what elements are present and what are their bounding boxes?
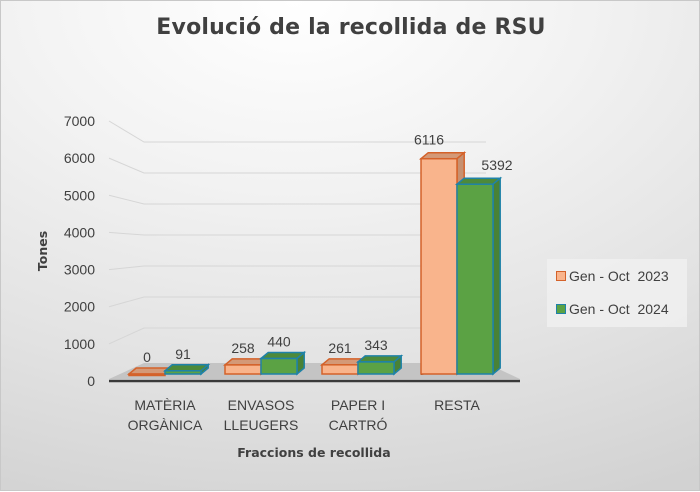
legend-swatch-2023 <box>556 271 566 281</box>
chart-floor <box>109 363 520 379</box>
y-tick-label: 0 <box>87 373 95 389</box>
gridline <box>108 265 486 271</box>
data-label: 258 <box>231 340 255 356</box>
y-tick-label: 1000 <box>64 336 95 352</box>
bar-front-face <box>456 183 494 375</box>
data-label: 6116 <box>414 132 444 148</box>
y-tick-label: 7000 <box>64 113 95 129</box>
data-label: 261 <box>328 340 352 356</box>
gridline <box>108 120 486 143</box>
data-label: 91 <box>175 346 191 362</box>
y-tick-label: 2000 <box>64 299 95 315</box>
bar-front-face <box>357 361 395 375</box>
bar-front-face <box>260 357 298 375</box>
legend: Gen - Oct 2023 Gen - Oct 2024 <box>547 259 687 327</box>
x-category-label: RESTA <box>434 397 480 413</box>
x-category-label: PAPER I <box>331 397 385 413</box>
chart-title: Evolució de la recollida de RSU <box>156 15 546 40</box>
x-category-label: MATÈRIA <box>134 397 196 413</box>
x-category-label: ORGÀNICA <box>128 417 203 433</box>
bar-front-face <box>224 364 262 375</box>
x-category-label: LLEUGERS <box>224 417 299 433</box>
gridline <box>108 231 486 236</box>
y-tick-label: 5000 <box>64 187 95 203</box>
bar-front-face <box>128 373 166 377</box>
bar-front-face <box>420 157 458 375</box>
bar-front-face <box>321 364 359 375</box>
x-category-label: CARTRÓ <box>329 417 388 433</box>
x-axis-title: Fraccions de recollida <box>237 445 390 460</box>
x-category-label: ENVASOS <box>228 397 295 413</box>
legend-item-2024: Gen - Oct 2024 <box>556 301 669 317</box>
data-label: 0 <box>143 349 151 365</box>
legend-label-2024: Gen - Oct 2024 <box>569 301 669 317</box>
data-label: 440 <box>267 334 291 350</box>
legend-swatch-2024 <box>556 304 566 314</box>
gridline <box>108 194 486 205</box>
y-tick-label: 4000 <box>64 224 95 240</box>
gridline <box>108 296 486 308</box>
data-label: 343 <box>364 337 388 353</box>
gridline <box>108 327 486 345</box>
legend-item-2023: Gen - Oct 2023 <box>556 268 669 284</box>
bar-side-face <box>492 176 501 376</box>
data-label: 5392 <box>481 157 512 173</box>
y-tick-label: 3000 <box>64 262 95 278</box>
y-axis-title: Tones <box>35 231 50 271</box>
bar-front-face <box>164 370 202 375</box>
gridline <box>108 157 486 174</box>
y-tick-label: 6000 <box>64 150 95 166</box>
legend-label-2023: Gen - Oct 2023 <box>569 268 669 284</box>
